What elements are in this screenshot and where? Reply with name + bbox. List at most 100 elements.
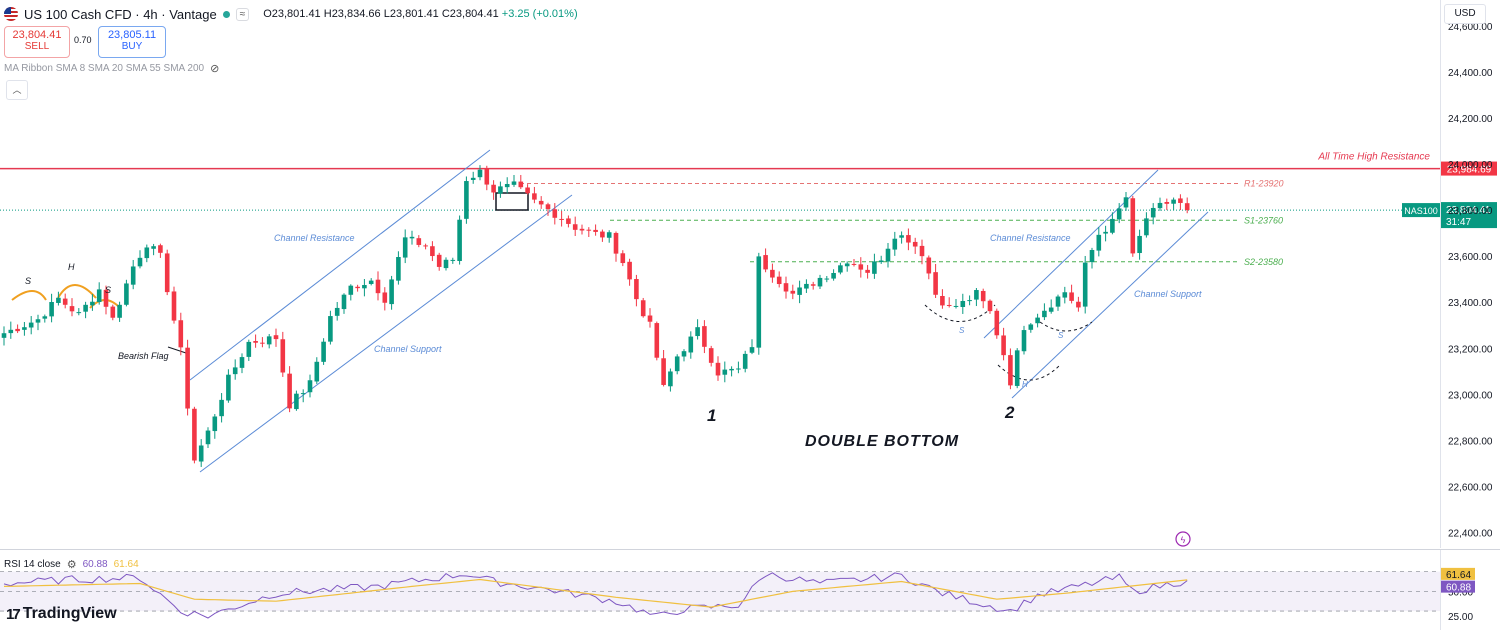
currency-selector[interactable]: USD [1444,4,1486,24]
candle-body [1157,202,1163,209]
ath-price-tag [1441,161,1497,176]
candle-body [1001,335,1006,356]
candle-body [987,300,993,312]
candle-body [1178,198,1183,203]
candle-body [409,236,415,239]
price-tick-label: 22,400.00 [1448,528,1493,539]
candle-body [953,305,959,307]
data-menu-button[interactable]: ≈ [235,7,250,21]
candle-body [831,272,836,279]
candle-body [878,260,884,263]
candle-body [117,304,122,318]
candle-body [688,336,694,353]
candle-body [919,245,925,257]
buy-label: BUY [121,41,143,52]
candle-body [124,283,129,305]
candle-body [491,184,496,193]
alert-bolt-glyph: ϟ [1181,535,1186,545]
candle-body [1076,301,1081,308]
candle-body [307,380,313,393]
candle-body [606,232,612,238]
candle-body [865,269,870,273]
candle-body [1110,218,1115,233]
candle-body [872,261,877,274]
collapse-legend-button[interactable]: ︿ [6,80,28,100]
buy-button[interactable]: 23,805.11 BUY [98,26,166,58]
ohlc-close: C23,804.41 [441,8,499,20]
buy-price: 23,805.11 [107,29,157,41]
candle-body [171,291,177,321]
candle-body [76,312,82,314]
candle-body [974,290,979,300]
candle-body [899,235,904,238]
chart-annotation: 2 [1004,403,1015,422]
price-tick-label: 23,800.00 [1448,206,1493,217]
rsi-tick-label: 50.00 [1448,587,1473,598]
candle-body [287,373,292,409]
candle-body [192,408,197,461]
symbol-title[interactable]: US 100 Cash CFD · 4h · Vantage [24,6,217,22]
candle-body [668,371,673,387]
rsi-tick-label: 25.00 [1448,612,1473,623]
flag-box [495,192,529,211]
alert-bolt-icon [1175,531,1191,547]
candle-body [1137,235,1142,254]
candle-body [239,357,245,368]
candle-body [538,200,544,205]
last-price-tag [1441,202,1497,229]
candle-body [620,253,626,264]
candle-body [110,306,116,318]
channel-line [199,194,573,473]
tradingview-logo[interactable]: 17 TradingView [6,605,117,623]
price-tick-label: 24,600.00 [1448,22,1493,33]
candle-body [1048,307,1054,312]
candle-body [858,264,864,270]
sell-price: 23,804.41 [12,29,62,41]
candle-body [416,238,422,245]
candle-body [130,266,136,285]
candle-body [185,347,190,409]
rsi-ma-tag-label: 61.64 [1446,570,1471,581]
price-tick-label: 24,000.00 [1448,160,1493,171]
head-arc-2 [997,364,1061,381]
candle-body [810,284,816,286]
candle-body [742,353,748,369]
candle-body [844,263,850,267]
candle-body [498,186,503,194]
rsi-line [3,572,1188,619]
candle-body [552,209,558,218]
candle-body [770,269,775,278]
candle-body [450,259,456,261]
price-tick-label: 23,000.00 [1448,390,1493,401]
rsi-legend[interactable]: RSI 14 close ⚙ 60.88 61.64 [4,558,139,571]
candle-body [266,336,272,345]
candle-body [736,368,741,370]
candle-body [226,374,231,401]
candle-body [940,295,945,306]
candle-body [1123,197,1129,208]
price-tick-label: 24,200.00 [1448,114,1493,125]
settings-gear-icon[interactable]: ⚙ [66,559,77,571]
ma-ribbon-legend[interactable]: MA Ribbon SMA 8 SMA 20 SMA 55 SMA 200 ⊘ [4,62,219,75]
candle-body [402,237,408,258]
candle-body [1171,199,1176,204]
candle-body [423,245,428,247]
candle-body [756,256,762,348]
candle-body [851,263,857,265]
candle-body [348,285,354,295]
candle-body [708,348,714,363]
candle-body [994,310,1000,336]
candle-body [83,304,88,312]
ma-ribbon-label: MA Ribbon SMA 8 SMA 20 SMA 55 SMA 200 [4,63,205,74]
left-shoulder-arc-2 [924,304,996,322]
left-shoulder-arc-1 [11,290,47,301]
candle-body [885,248,891,262]
candle-body [566,218,571,224]
eye-hidden-icon[interactable]: ⊘ [210,63,220,75]
candle-body [892,238,898,250]
candle-body [96,289,102,303]
symbol-tag [1402,203,1440,218]
candle-body [729,368,734,371]
sell-button[interactable]: 23,804.41 SELL [4,26,70,58]
